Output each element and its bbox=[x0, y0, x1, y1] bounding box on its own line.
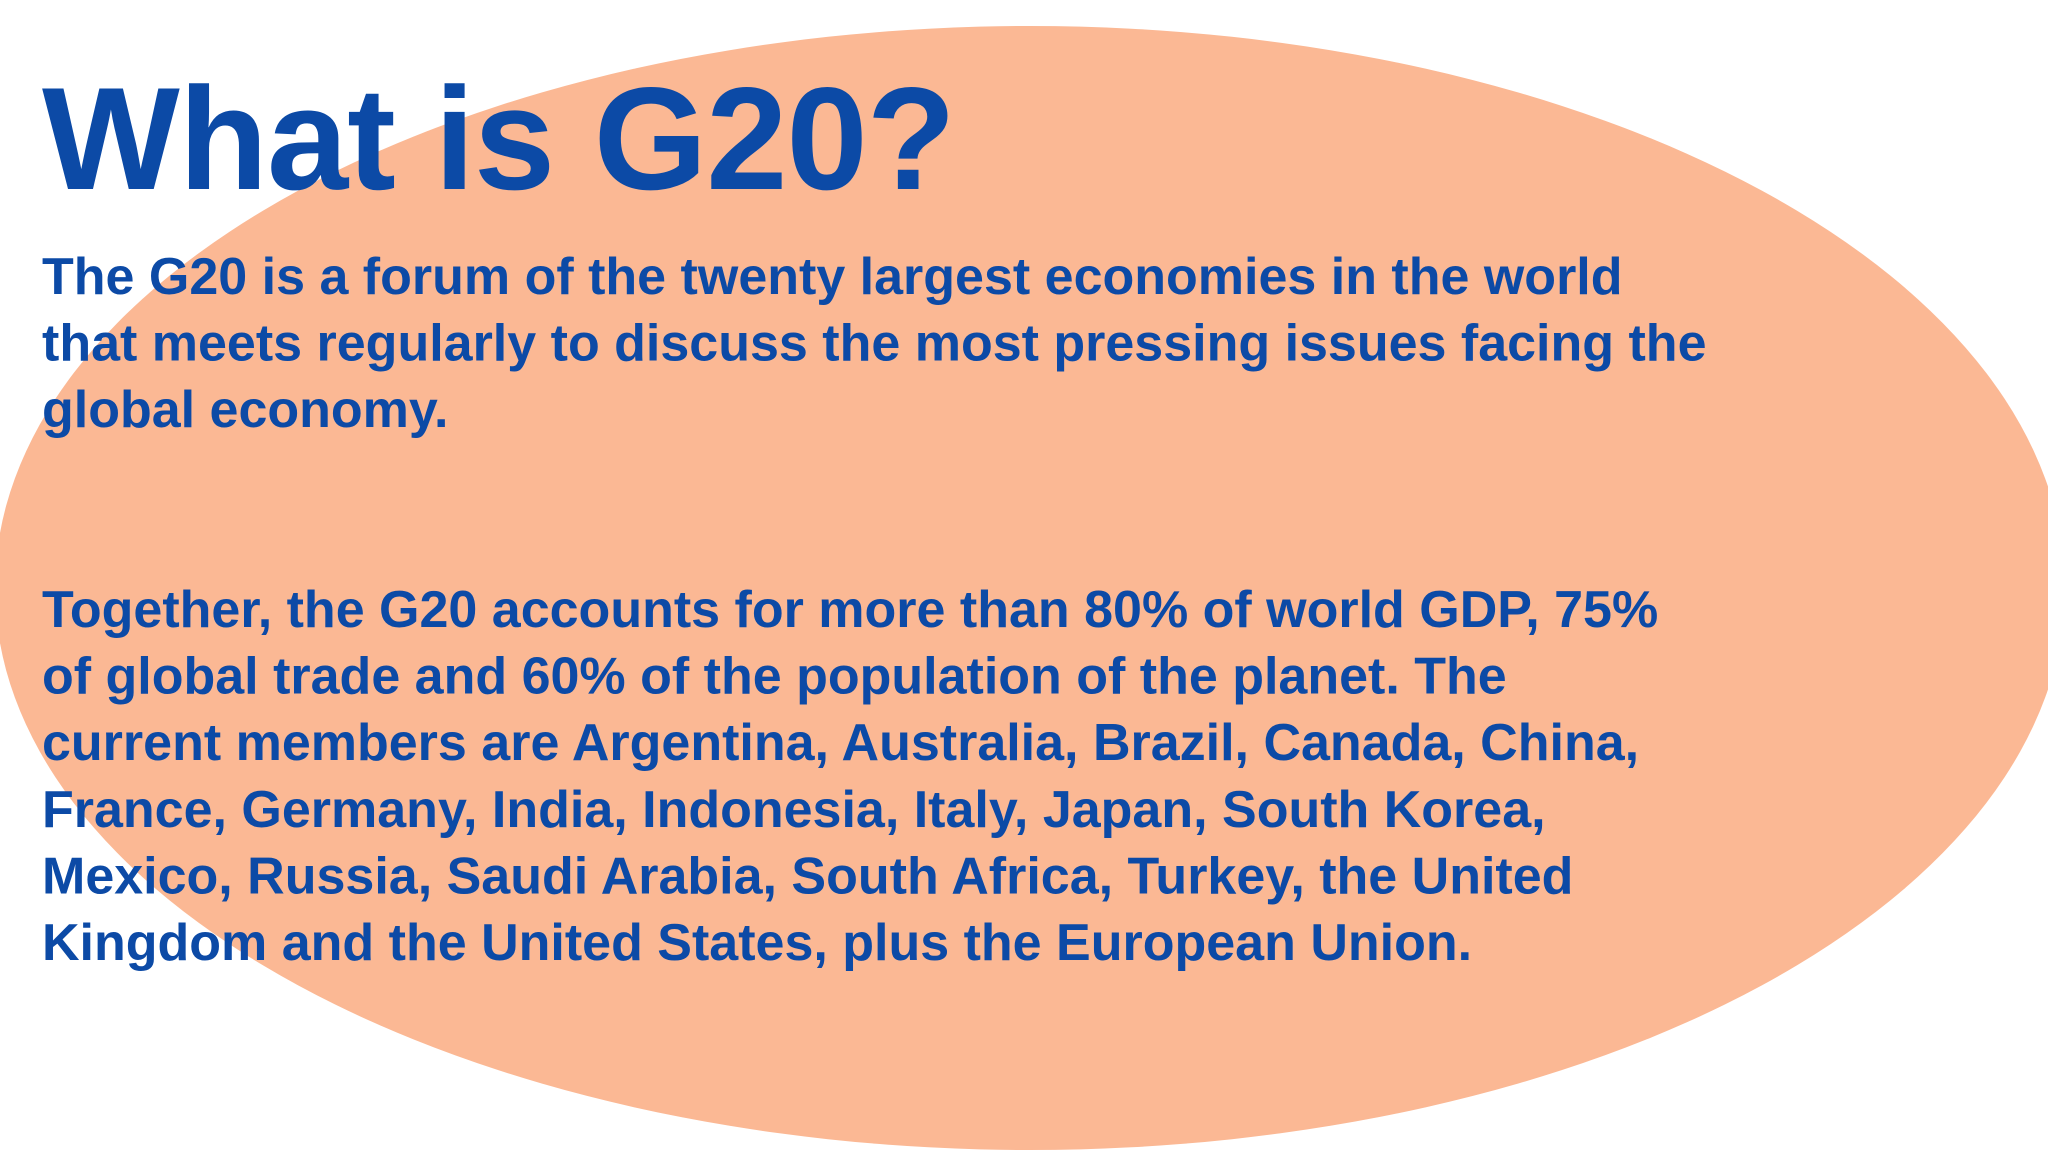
paragraph-line: Together, the G20 accounts for more than… bbox=[42, 581, 1658, 639]
paragraph-line: global economy. bbox=[42, 381, 448, 439]
paragraph-line: of global trade and 60% of the populatio… bbox=[42, 648, 1507, 706]
backdrop-ellipse bbox=[0, 26, 2048, 1150]
title: What is G20? bbox=[42, 57, 955, 220]
paragraph-line: current members are Argentina, Australia… bbox=[42, 714, 1639, 772]
paragraph-line: that meets regularly to discuss the most… bbox=[42, 315, 1706, 373]
paragraph-line: France, Germany, India, Indonesia, Italy… bbox=[42, 781, 1546, 839]
paragraph-line: Mexico, Russia, Saudi Arabia, South Afri… bbox=[42, 847, 1573, 905]
paragraph-line: Kingdom and the United States, plus the … bbox=[42, 914, 1472, 972]
paragraph-line: The G20 is a forum of the twenty largest… bbox=[42, 248, 1623, 306]
